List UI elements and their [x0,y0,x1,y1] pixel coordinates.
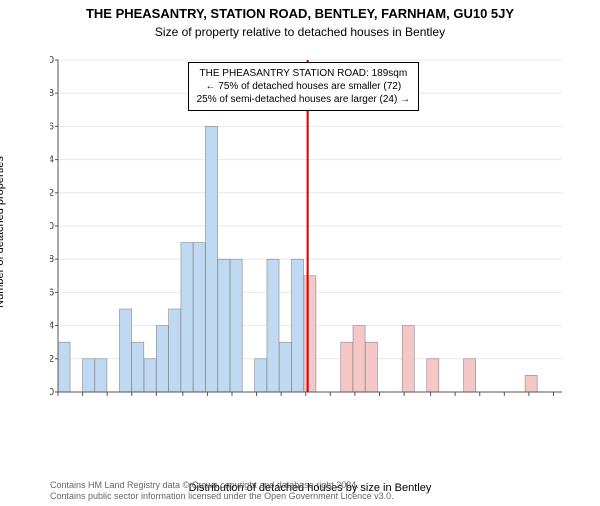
histogram-bar [193,243,205,392]
histogram-bar [255,359,267,392]
histogram-bar [132,342,144,392]
annotation-line-1: THE PHEASANTRY STATION ROAD: 189sqm [197,67,410,80]
histogram-bar [292,259,304,392]
histogram-bar [267,259,279,392]
svg-text:20: 20 [50,56,54,66]
histogram-bar [83,359,95,392]
histogram-bar [95,359,107,392]
histogram-bar [464,359,476,392]
histogram-bar [218,259,230,392]
histogram-bar [181,243,193,392]
histogram-bar [402,326,414,392]
svg-text:14: 14 [50,155,54,166]
annotation-line-2: ← 75% of detached houses are smaller (72… [197,80,410,93]
histogram-bar [279,342,291,392]
histogram-bar [144,359,156,392]
svg-text:18: 18 [50,88,54,99]
svg-text:4: 4 [50,321,54,332]
histogram-bar [427,359,439,392]
svg-text:16: 16 [50,121,54,132]
svg-text:10: 10 [50,221,54,232]
histogram-bar [206,126,218,392]
page-subtitle: Size of property relative to detached ho… [0,25,600,39]
histogram-bar [58,342,70,392]
svg-text:0: 0 [50,387,54,396]
svg-text:2: 2 [50,354,54,365]
histogram-bar [119,309,131,392]
histogram-bar [230,259,242,392]
histogram-bar [169,309,181,392]
svg-text:6: 6 [50,287,54,298]
histogram-bar [353,326,365,392]
histogram-bar [304,276,316,392]
histogram-bar [525,375,537,392]
page-title: THE PHEASANTRY, STATION ROAD, BENTLEY, F… [0,6,600,21]
annotation-box: THE PHEASANTRY STATION ROAD: 189sqm ← 75… [188,62,419,111]
footer-line-2: Contains public sector information licen… [50,491,600,502]
histogram-bar [365,342,377,392]
svg-text:12: 12 [50,188,54,199]
footer: Contains HM Land Registry data © Crown c… [0,480,600,503]
annotation-line-3: 25% of semi-detached houses are larger (… [197,93,410,106]
histogram-bar [341,342,353,392]
chart-container: Number of detached properties 0246810121… [50,56,570,426]
svg-text:8: 8 [50,254,54,265]
footer-line-1: Contains HM Land Registry data © Crown c… [50,480,600,491]
histogram-bar [156,326,168,392]
